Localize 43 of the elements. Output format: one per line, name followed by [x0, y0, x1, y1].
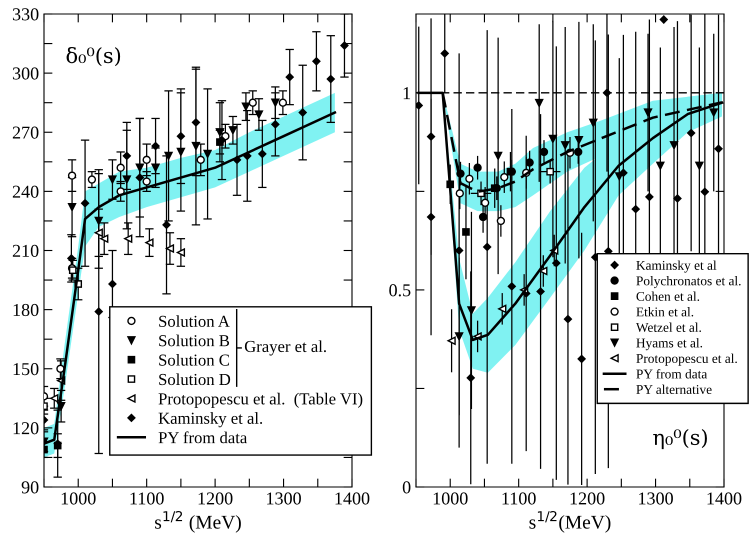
annotation: Grayer et al.	[244, 340, 326, 356]
y-tick-label: 0.5	[389, 284, 410, 296]
text: η₀⁰(s)	[653, 428, 707, 450]
y-tick-label: 330	[12, 8, 38, 20]
x-tick-label: 1100	[502, 492, 536, 505]
x-tick-label: 1300	[267, 492, 301, 505]
y-tick-label: 90	[22, 481, 38, 494]
legend-label: Kaminsky et al	[636, 260, 716, 273]
y-tick-label: 0	[402, 481, 410, 494]
x-tick-label: 1200	[198, 492, 232, 505]
y-tick-label: 240	[12, 186, 38, 198]
x-tick-label: 1200	[570, 492, 604, 505]
legend-label: Etkin et al.	[636, 307, 694, 316]
x-axis-title: s$^{1/2}$ (MeV)	[155, 511, 241, 533]
legend-label: Kaminsky et al.	[158, 412, 262, 428]
x-tick-label: 1000	[434, 492, 468, 505]
y-tick-label: 150	[14, 363, 38, 376]
legend-label: PY from data	[636, 368, 708, 378]
y-tick-label: 300	[12, 67, 38, 80]
legend-label: Polychronatos et al.	[636, 276, 741, 288]
legend-label: Solution A	[159, 315, 230, 327]
x-tick-label: 1100	[130, 492, 164, 505]
legend-label: Wetzel et al.	[636, 322, 701, 332]
y-tick-label: 120	[14, 422, 38, 434]
legend-label: Protopopescu et al. (Table VI)	[158, 392, 362, 408]
x-tick-label: 1000	[62, 492, 96, 505]
x-axis-title: s$^{1/2}$(MeV)	[529, 511, 610, 533]
y-tick-label: 270	[12, 126, 38, 139]
text: δ₀⁰(s)	[66, 47, 120, 66]
legend-label: Solution B	[159, 334, 230, 346]
x-tick-label: 1400	[708, 492, 742, 505]
legend-label: PY from data	[158, 431, 248, 444]
legend-label: Hyams et al.	[636, 338, 702, 350]
x-tick-label: 1400	[336, 492, 370, 505]
legend-label: Protopopescu et al.	[636, 354, 737, 366]
legend-label: PY alternative	[636, 384, 712, 394]
x-tick-label: 1300	[639, 492, 673, 505]
legend-label: Solution D	[159, 373, 230, 386]
legend-label: Solution C	[159, 354, 229, 366]
legend-label: Cohen et al.	[636, 292, 700, 301]
y-tick-label: 180	[14, 304, 38, 316]
y-tick-label: 1	[404, 87, 410, 100]
y-tick-label: 210	[12, 244, 38, 257]
